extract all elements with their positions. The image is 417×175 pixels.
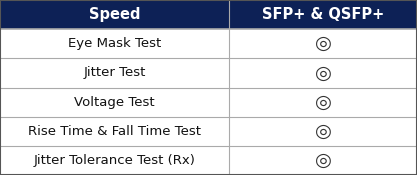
Text: Rise Time & Fall Time Test: Rise Time & Fall Time Test [28, 125, 201, 138]
Bar [0, 58, 417, 88]
Bar [0, 117, 417, 146]
Bar [0, 146, 417, 175]
Bar [0, 0, 417, 29]
Text: Jitter Test: Jitter Test [83, 66, 146, 79]
Text: Jitter Tolerance Test (Rx): Jitter Tolerance Test (Rx) [34, 154, 196, 167]
Text: ◎: ◎ [315, 122, 332, 141]
Text: ◎: ◎ [315, 151, 332, 170]
Bar [0, 88, 417, 117]
Text: ◎: ◎ [315, 63, 332, 82]
Text: Voltage Test: Voltage Test [74, 96, 155, 108]
Text: ◎: ◎ [315, 34, 332, 53]
Text: Speed: Speed [89, 7, 141, 22]
Text: Eye Mask Test: Eye Mask Test [68, 37, 161, 50]
Text: ◎: ◎ [315, 93, 332, 112]
Bar [0, 29, 417, 58]
Text: SFP+ & QSFP+: SFP+ & QSFP+ [262, 7, 384, 22]
